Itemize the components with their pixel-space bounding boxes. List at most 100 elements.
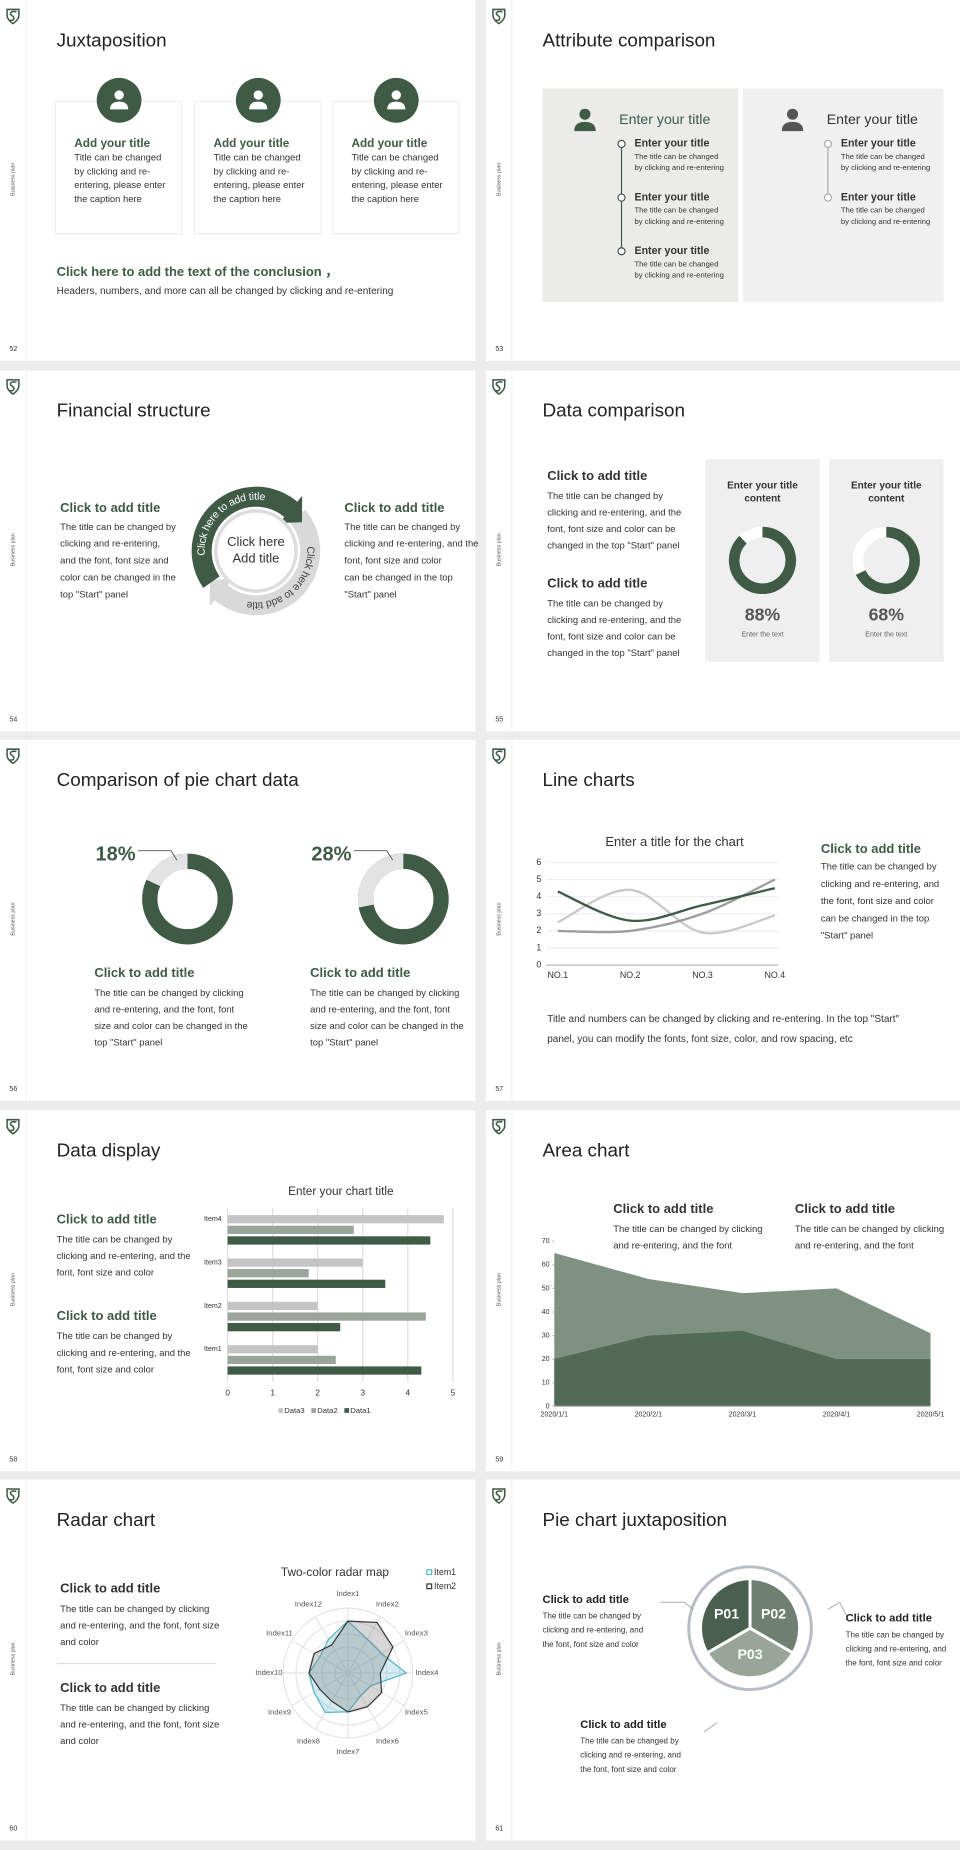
text-line: The title can be changed by	[57, 1330, 173, 1341]
text-line: font, font size and color can be	[547, 523, 675, 534]
legend-label: Data3	[284, 1406, 304, 1415]
icon-head	[579, 108, 591, 120]
item-title: Enter your title	[634, 191, 709, 203]
chart-title: Enter your chart title	[288, 1185, 394, 1198]
text-line: The title can be changed by	[821, 861, 937, 872]
side-label: Business plan	[10, 163, 16, 196]
y-tick-label: 20	[542, 1356, 550, 1363]
line-series	[557, 888, 776, 935]
icon-body	[387, 101, 406, 110]
bar	[227, 1279, 386, 1288]
item-title: Enter your title	[634, 245, 709, 257]
radar-label: Index6	[376, 1737, 399, 1746]
cycle-arc-gray	[212, 509, 321, 616]
leader-line	[353, 850, 394, 861]
text-line: clicking and re-entering, and the	[547, 507, 681, 518]
text-line: font, font size and color	[344, 555, 441, 566]
text-line: color can be changed in the	[60, 571, 176, 582]
block-title: Click to add title	[846, 1613, 932, 1625]
side-label: Business plan	[496, 163, 502, 196]
text-line: The title can be changed by clicking	[94, 987, 243, 998]
chart-title: Enter a title for the chart	[605, 834, 744, 849]
text-line: top "Start" panel	[60, 588, 128, 599]
text-line: Title and numbers can be changed by clic…	[547, 1014, 899, 1025]
block-title: Click to add title	[60, 1680, 160, 1695]
text-line: Title can be changed	[213, 152, 300, 163]
value-label: 28%	[311, 844, 351, 866]
page-number: 56	[9, 1086, 17, 1093]
text-line: the caption here	[213, 193, 281, 204]
y-tick-label: 2	[536, 925, 541, 935]
text-line: content	[744, 494, 781, 505]
text-line: The title can be changed	[841, 206, 925, 215]
page-number: 59	[495, 1456, 503, 1463]
pie-value	[146, 853, 188, 887]
block-title: Click to add title	[547, 575, 647, 590]
logo	[492, 748, 506, 765]
logo	[492, 379, 506, 395]
bar	[227, 1269, 309, 1278]
card-title: Add your title	[351, 137, 427, 150]
y-tick-label: 6	[536, 857, 541, 867]
block-title: Click to add title	[613, 1201, 713, 1216]
side-label: Business plan	[496, 1273, 502, 1306]
block-title: Click to add title	[57, 1308, 157, 1323]
radar-label: Index3	[405, 1629, 428, 1638]
slide: Business plan 60 Radar chart Click to add t…	[0, 1479, 476, 1841]
text-line: top "Start" panel	[94, 1036, 162, 1047]
text-line: clicking and re-entering, and the	[57, 1250, 191, 1261]
x-tick-label: 0	[225, 1389, 230, 1398]
panel-title: Enter your title	[619, 111, 710, 127]
slide: Business plan 58 Data display Enter your ch…	[0, 1110, 476, 1472]
radar-label: Index8	[297, 1737, 320, 1746]
y-tick-label: 0	[536, 959, 541, 969]
text-line: The title can be changed by	[846, 1630, 944, 1639]
block-title: Click to add title	[795, 1201, 895, 1216]
icon-head	[391, 90, 401, 100]
text-line: by clicking and re-entering	[634, 271, 723, 280]
item-title: Enter your title	[841, 191, 916, 203]
donut-value	[728, 526, 797, 594]
slide-background	[0, 1110, 476, 1472]
center-label: Add title	[232, 551, 279, 566]
text-line: Enter your title	[727, 481, 798, 492]
radar-spoke	[347, 1672, 381, 1730]
item-title: Enter your title	[634, 138, 709, 150]
slide-title: Data display	[57, 1140, 161, 1161]
radar-label: Index2	[376, 1600, 399, 1609]
center-label: Click here	[227, 534, 285, 549]
text-line: clicking and re-entering, and	[821, 878, 939, 889]
slide: Business plan 59 Area chart 0 10 20 30 40 50 60 70…	[485, 1110, 960, 1472]
page-number: 54	[9, 717, 17, 724]
side-label: Business plan	[10, 1642, 16, 1675]
card-icon	[96, 77, 142, 123]
radar-label: Index1	[336, 1589, 359, 1598]
text-line: by clicking and re-entering	[634, 217, 723, 226]
logo	[6, 379, 20, 395]
y-tick-label: 10	[542, 1380, 550, 1387]
y-tick-label: 0	[546, 1403, 550, 1410]
x-tick-label: 2	[315, 1389, 320, 1398]
x-tick-label: 2020/5/1	[917, 1412, 945, 1419]
value-label: 68%	[869, 605, 905, 625]
outer-ring	[687, 1565, 813, 1692]
x-tick-label: 5	[451, 1389, 456, 1398]
logo	[492, 8, 506, 25]
caption: Enter the text	[741, 632, 783, 639]
text-line: and re-entering, and the font, font size	[60, 1619, 219, 1630]
text-line: size and color can be changed in the	[94, 1020, 247, 1031]
slide-title: Data comparison	[543, 400, 686, 421]
cycle-center	[214, 509, 298, 593]
radar-label: Index5	[405, 1708, 428, 1717]
text-line: can be changed in the top	[821, 912, 929, 923]
x-tick-label: 3	[360, 1389, 365, 1398]
text-line: by clicking and re-entering	[841, 217, 930, 226]
card-title: Add your title	[213, 137, 289, 150]
text-line: changed in the top "Start" panel	[547, 647, 679, 658]
leader-line	[137, 850, 178, 861]
text-line: by clicking and re-entering	[841, 163, 930, 172]
conclusion-title: Click here to add the text of the conclu…	[57, 264, 339, 279]
icon-head	[114, 90, 124, 100]
text-line: font, font size and color	[57, 1363, 154, 1374]
